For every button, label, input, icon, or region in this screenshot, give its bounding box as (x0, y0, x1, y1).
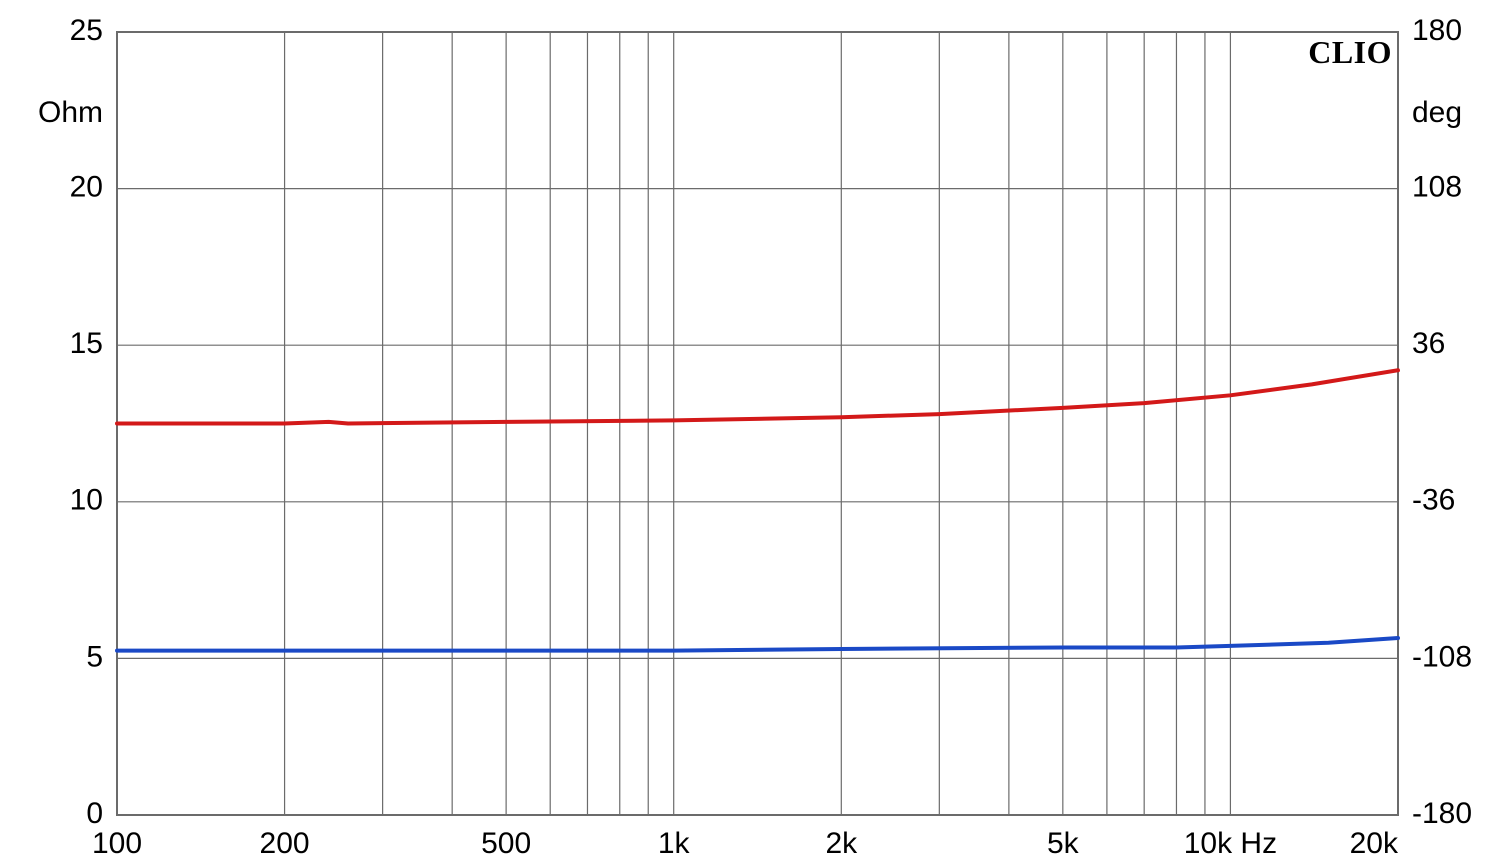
svg-text:25: 25 (70, 14, 103, 47)
svg-text:10: 10 (70, 484, 103, 517)
svg-text:2k: 2k (825, 827, 858, 860)
svg-text:-108: -108 (1412, 640, 1472, 673)
svg-text:deg: deg (1412, 96, 1462, 129)
svg-text:15: 15 (70, 327, 103, 360)
svg-text:200: 200 (260, 827, 310, 860)
svg-text:100: 100 (92, 827, 142, 860)
svg-text:1k: 1k (658, 827, 691, 860)
svg-text:180: 180 (1412, 14, 1462, 47)
svg-text:20: 20 (70, 171, 103, 204)
chart-svg: 0 5 10 15 20 25 Ohm -180 -108 -36 36 108 180 deg 100 20… (0, 0, 1500, 864)
svg-text:5k: 5k (1047, 827, 1080, 860)
brand-watermark: CLIO (1308, 34, 1392, 71)
svg-text:108: 108 (1412, 171, 1462, 204)
svg-text:10k Hz: 10k Hz (1184, 827, 1277, 860)
svg-text:0: 0 (86, 797, 103, 830)
svg-text:-180: -180 (1412, 797, 1472, 830)
svg-text:-36: -36 (1412, 484, 1455, 517)
svg-text:500: 500 (481, 827, 531, 860)
svg-text:36: 36 (1412, 327, 1445, 360)
svg-text:Ohm: Ohm (38, 96, 103, 129)
svg-text:5: 5 (86, 640, 103, 673)
svg-text:20k: 20k (1350, 827, 1399, 860)
impedance-chart: 0 5 10 15 20 25 Ohm -180 -108 -36 36 108 180 deg 100 20… (0, 0, 1500, 864)
